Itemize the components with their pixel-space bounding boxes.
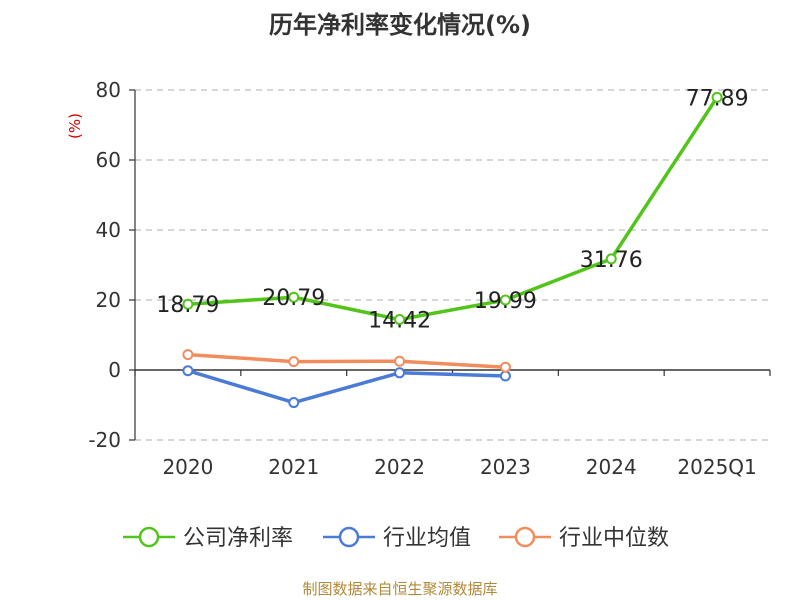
data-label-layer: 18.79 20.79 14.42 19.99 31.76 77.89 <box>156 86 748 333</box>
axis-layer: -20 0 20 40 60 80 2020 2021 2022 2023 2024 2025Q1 <box>88 78 771 479</box>
x-tick-label: 2021 <box>268 455 319 479</box>
y-tick-label: 20 <box>96 288 121 312</box>
x-tick-label: 2022 <box>374 455 425 479</box>
y-tick-label: -20 <box>88 428 121 452</box>
series-0-point <box>711 91 723 103</box>
legend-label: 行业均值 <box>383 526 471 551</box>
series-1-point <box>394 367 406 379</box>
x-tick-label: 2025Q1 <box>677 455 756 479</box>
series-2-point <box>182 349 194 361</box>
series-2-point <box>499 361 511 373</box>
series-layer <box>182 91 723 409</box>
series-0-point <box>394 314 406 326</box>
series-0-point <box>499 294 511 306</box>
series-line-2 <box>186 352 508 369</box>
legend-label: 行业中位数 <box>559 526 669 551</box>
data-label: 14.42 <box>368 309 431 334</box>
data-label: 77.89 <box>686 86 749 111</box>
data-label: 20.79 <box>262 286 325 311</box>
series-2-point <box>288 356 300 368</box>
legend-marker-icon <box>138 526 160 548</box>
y-axis-label: (%) <box>66 113 84 139</box>
y-tick-label: 80 <box>96 78 121 102</box>
series-0-point <box>182 298 194 310</box>
data-label: 18.79 <box>156 293 219 318</box>
series-1-point <box>182 365 194 377</box>
series-line-0 <box>186 95 719 322</box>
legend-marker-icon <box>338 526 360 548</box>
series-2-point <box>394 355 406 367</box>
x-tick-label: 2024 <box>586 455 637 479</box>
y-tick-label: 40 <box>96 218 121 242</box>
data-label: 19.99 <box>474 289 537 314</box>
y-tick-label: 0 <box>108 358 121 382</box>
legend-marker-icon <box>514 526 536 548</box>
data-label: 31.76 <box>580 248 643 273</box>
series-1-point <box>499 370 511 382</box>
series-line-1 <box>186 368 508 405</box>
source-note: 制图数据来自恒生聚源数据库 <box>302 580 497 598</box>
series-1-point <box>288 397 300 409</box>
x-tick-label: 2023 <box>480 455 531 479</box>
grid-layer <box>135 89 770 441</box>
x-tick-label: 2020 <box>162 455 213 479</box>
y-tick-label: 60 <box>96 148 121 172</box>
series-0-point <box>288 291 300 303</box>
legend-label: 公司净利率 <box>183 526 293 551</box>
chart-title: 历年净利率变化情况(%) <box>269 11 531 39</box>
series-0-point <box>605 253 617 265</box>
legend: 公司净利率 行业均值 行业中位数 <box>123 526 669 551</box>
